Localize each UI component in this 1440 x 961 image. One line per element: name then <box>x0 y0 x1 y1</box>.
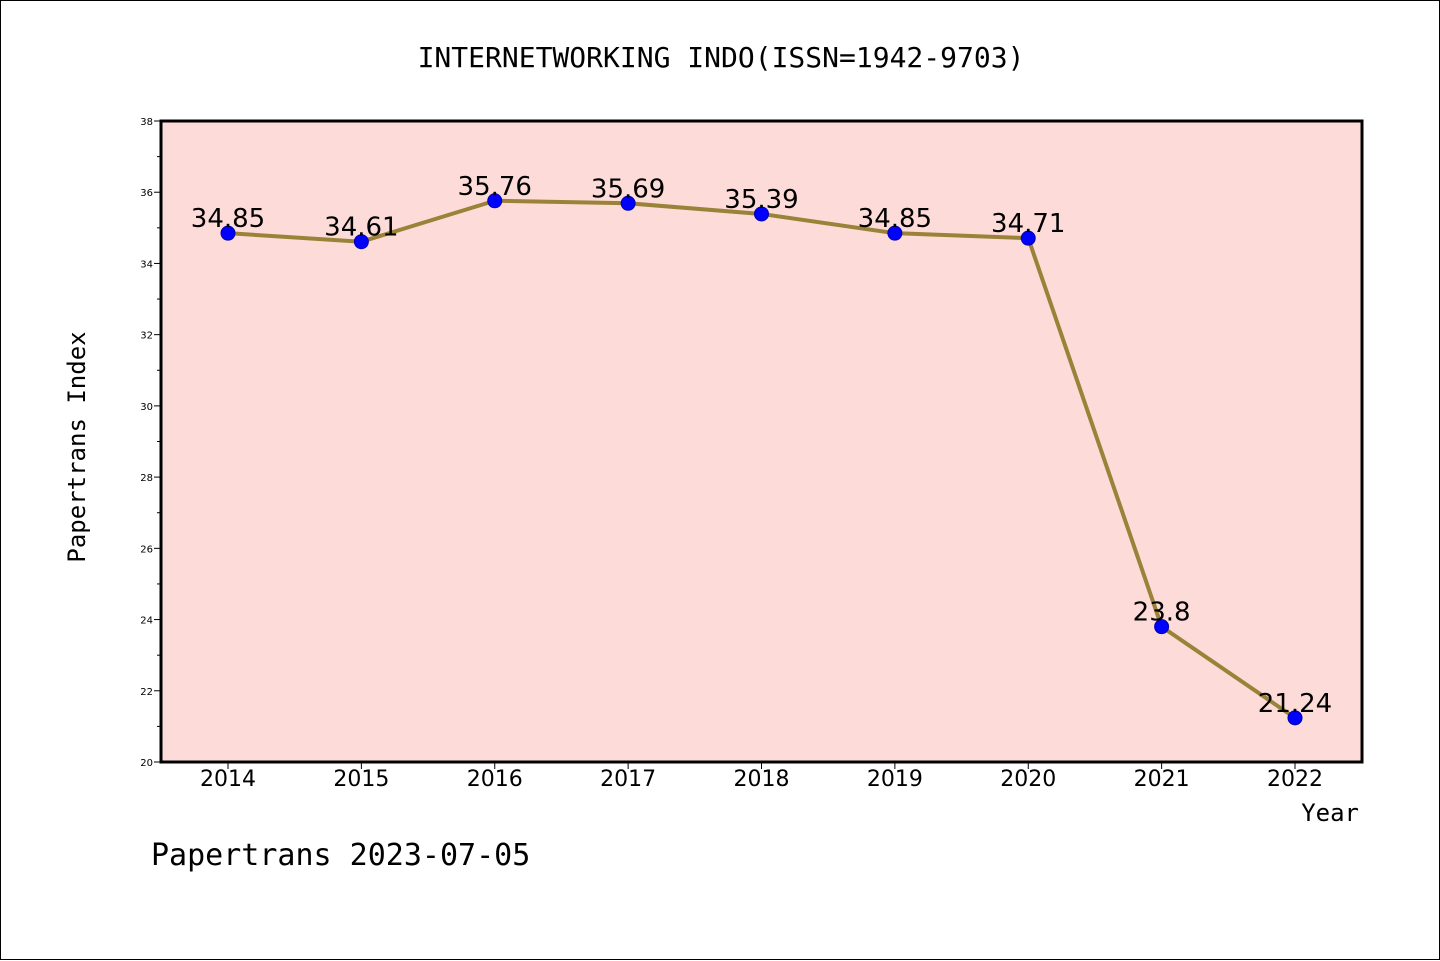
plot-area <box>159 119 1364 764</box>
data-label: 23.8 <box>1133 598 1191 628</box>
y-tick-label: 36 <box>140 188 153 199</box>
data-label: 35.76 <box>458 172 532 202</box>
footer-text: Papertrans 2023-07-05 <box>151 838 530 873</box>
y-tick-label: 34 <box>140 259 153 270</box>
series-group <box>220 193 1303 726</box>
x-tick-label: 2022 <box>1267 767 1323 792</box>
x-tick-label: 2021 <box>1134 767 1190 792</box>
x-axis-label: Year <box>1301 799 1359 827</box>
x-tick-label: 2014 <box>200 767 256 792</box>
data-point <box>1287 710 1303 726</box>
data-label: 34.71 <box>991 209 1065 239</box>
y-axis-label: Papertrans Index <box>63 331 91 562</box>
y-axis-ticks: 20 22 24 26 28 30 32 34 36 38 <box>140 117 161 769</box>
data-label: 35.39 <box>724 185 798 215</box>
data-point <box>353 234 369 250</box>
y-tick-label: 30 <box>140 402 153 413</box>
data-point <box>754 206 769 222</box>
x-tick-label: 2016 <box>467 767 523 792</box>
y-tick-label: 38 <box>140 117 153 128</box>
chart-title: INTERNETWORKING INDO(ISSN=1942-9703) <box>418 41 1025 74</box>
data-label: 35.69 <box>591 174 665 204</box>
y-tick-label: 32 <box>140 331 153 342</box>
x-tick-label: 2017 <box>600 767 656 792</box>
data-label: 21.24 <box>1258 689 1332 719</box>
y-tick-label: 24 <box>140 616 153 627</box>
data-point <box>1154 619 1170 635</box>
x-tick-label: 2018 <box>734 767 790 792</box>
data-point <box>887 225 903 241</box>
y-tick-label: 28 <box>140 473 153 484</box>
y-tick-label: 20 <box>140 758 153 769</box>
x-tick-label: 2015 <box>333 767 389 792</box>
data-label: 34.85 <box>858 204 932 234</box>
data-point <box>487 193 503 209</box>
x-tick-label: 2019 <box>867 767 923 792</box>
data-point <box>1020 230 1036 246</box>
y-tick-label: 26 <box>140 544 153 555</box>
data-label: 34.61 <box>324 213 398 243</box>
data-point <box>620 195 636 211</box>
data-label: 34.85 <box>191 204 265 234</box>
data-point <box>220 225 236 241</box>
x-axis-ticks: 2014 2015 2016 2017 2018 2019 2020 2021 2022 <box>200 762 1323 792</box>
data-label-group: 34.85 34.61 35.76 35.69 35.39 34.85 34.71 23.8 2… <box>191 172 1332 719</box>
y-tick-label: 22 <box>140 687 153 698</box>
x-tick-label: 2020 <box>1000 767 1056 792</box>
